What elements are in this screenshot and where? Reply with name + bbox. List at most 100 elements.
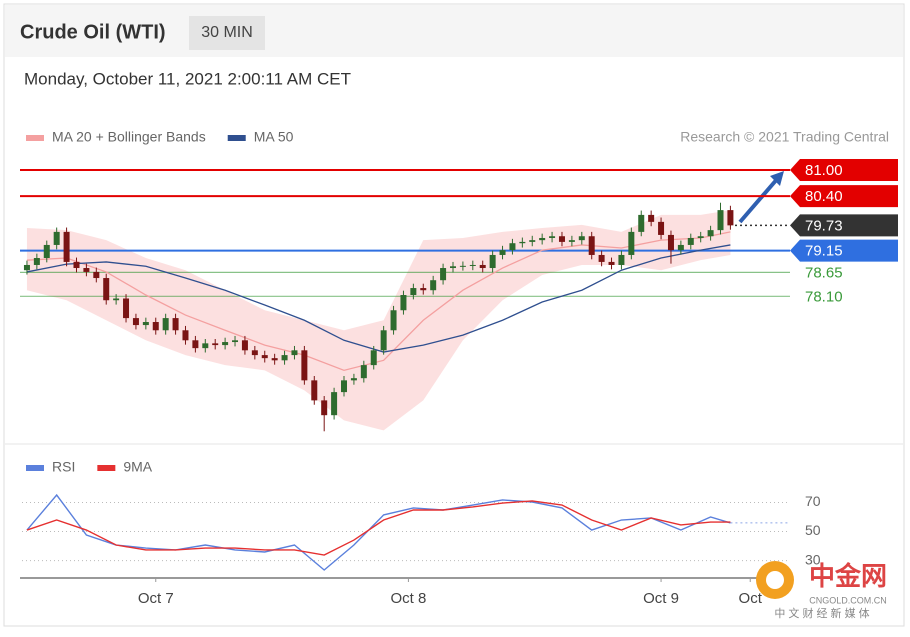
y-tick-label: 70: [805, 493, 821, 509]
candle-body: [93, 271, 100, 279]
level-box: [790, 159, 898, 182]
candle-body: [142, 322, 149, 326]
bollinger-band: [26, 210, 731, 431]
candle-body: [449, 266, 456, 269]
candle-body: [271, 358, 278, 361]
candle-body: [360, 365, 367, 379]
candle-body: [727, 210, 734, 226]
candle-body: [301, 350, 308, 381]
candle-body: [628, 231, 635, 255]
candle-body: [459, 265, 466, 267]
candle-body: [212, 343, 219, 346]
candle-body: [251, 350, 258, 356]
candle-body: [677, 244, 684, 251]
candle-body: [370, 350, 377, 366]
legend-label: MA 20 + Bollinger Bands: [52, 129, 206, 145]
candle-body: [43, 244, 50, 259]
candle-body: [588, 236, 595, 255]
source: Research © 2021 Trading Central: [680, 129, 889, 145]
candle-body: [529, 240, 536, 242]
candle-body: [549, 236, 556, 238]
candle-body: [519, 241, 526, 244]
candle-body: [489, 254, 496, 269]
candle-body: [697, 236, 704, 238]
y-tick-label: 50: [805, 522, 821, 538]
legend-label: 9MA: [123, 459, 152, 475]
candle-body: [608, 261, 615, 265]
candle-body: [390, 310, 397, 331]
legend-label: RSI: [52, 459, 75, 475]
candle-body: [420, 288, 427, 291]
candle-body: [469, 264, 476, 266]
candle-body: [667, 234, 674, 251]
candle-body: [440, 268, 447, 281]
candle-body: [350, 378, 357, 381]
candle-body: [638, 214, 645, 232]
candle-body: [311, 380, 318, 401]
candle-body: [83, 268, 90, 272]
candle-body: [331, 392, 338, 416]
candle-body: [568, 240, 575, 242]
candle-body: [241, 340, 248, 351]
x-tick-label: Oct: [739, 590, 763, 607]
candle-body: [687, 237, 694, 245]
candle-body: [33, 258, 40, 265]
title: Crude Oil (WTI): [20, 21, 166, 43]
watermark-slogan: 中 文 财 经 新 媒 体: [774, 606, 869, 620]
candle-body: [281, 355, 288, 361]
level-box: [790, 214, 898, 237]
candle-body: [152, 322, 159, 331]
candle-body: [410, 288, 417, 296]
candle-body: [321, 400, 328, 416]
level-label: 81.00: [805, 162, 843, 179]
level-label: 80.40: [805, 188, 843, 205]
candle-body: [123, 298, 130, 319]
candle-body: [113, 298, 120, 301]
watermark-site: CNGOLD.COM.CN: [809, 595, 887, 605]
watermark-logo-inner: [766, 571, 784, 589]
level-label: 79.73: [805, 217, 843, 234]
candle-body: [717, 210, 724, 231]
series-line: [26, 500, 731, 556]
candle-body: [479, 264, 486, 269]
x-tick-label: Oct 8: [390, 590, 426, 607]
candle-body: [380, 330, 387, 351]
candle-body: [182, 330, 189, 341]
legend-swatch: [26, 135, 44, 141]
candle-body: [132, 318, 139, 326]
y-tick-label: 30: [805, 551, 821, 567]
candle-body: [63, 231, 70, 262]
candle-body: [162, 318, 169, 331]
timestamp: Monday, October 11, 2021 2:00:11 AM CET: [24, 69, 351, 88]
ma-line: [26, 231, 731, 372]
x-tick-label: Oct 9: [643, 590, 679, 607]
level-box: [790, 239, 898, 262]
legend-swatch: [227, 135, 246, 141]
candle-body: [400, 295, 407, 311]
interval: 30 MIN: [201, 24, 253, 41]
candle-body: [232, 340, 239, 343]
x-tick-label: Oct 7: [138, 590, 174, 607]
candle-body: [261, 355, 268, 359]
candle-body: [23, 264, 30, 271]
candle-body: [509, 243, 516, 251]
candle-body: [430, 280, 437, 291]
arrow: [738, 176, 780, 224]
candle-body: [192, 340, 199, 349]
candle-body: [648, 214, 655, 222]
candle-body: [539, 237, 546, 241]
legend-swatch: [26, 465, 44, 471]
candle-body: [222, 342, 229, 346]
candle-body: [558, 236, 565, 242]
watermark: 中金网 CNGOLD.COM.CN 中 文 财 经 新 媒 体: [756, 561, 887, 620]
candle-body: [341, 380, 348, 393]
candle-body: [103, 278, 110, 301]
candle-body: [202, 343, 209, 349]
candle-body: [618, 254, 625, 265]
candle-body: [707, 230, 714, 237]
legend-label: MA 50: [254, 129, 294, 145]
candle-body: [658, 221, 665, 235]
candle-body: [598, 254, 605, 262]
